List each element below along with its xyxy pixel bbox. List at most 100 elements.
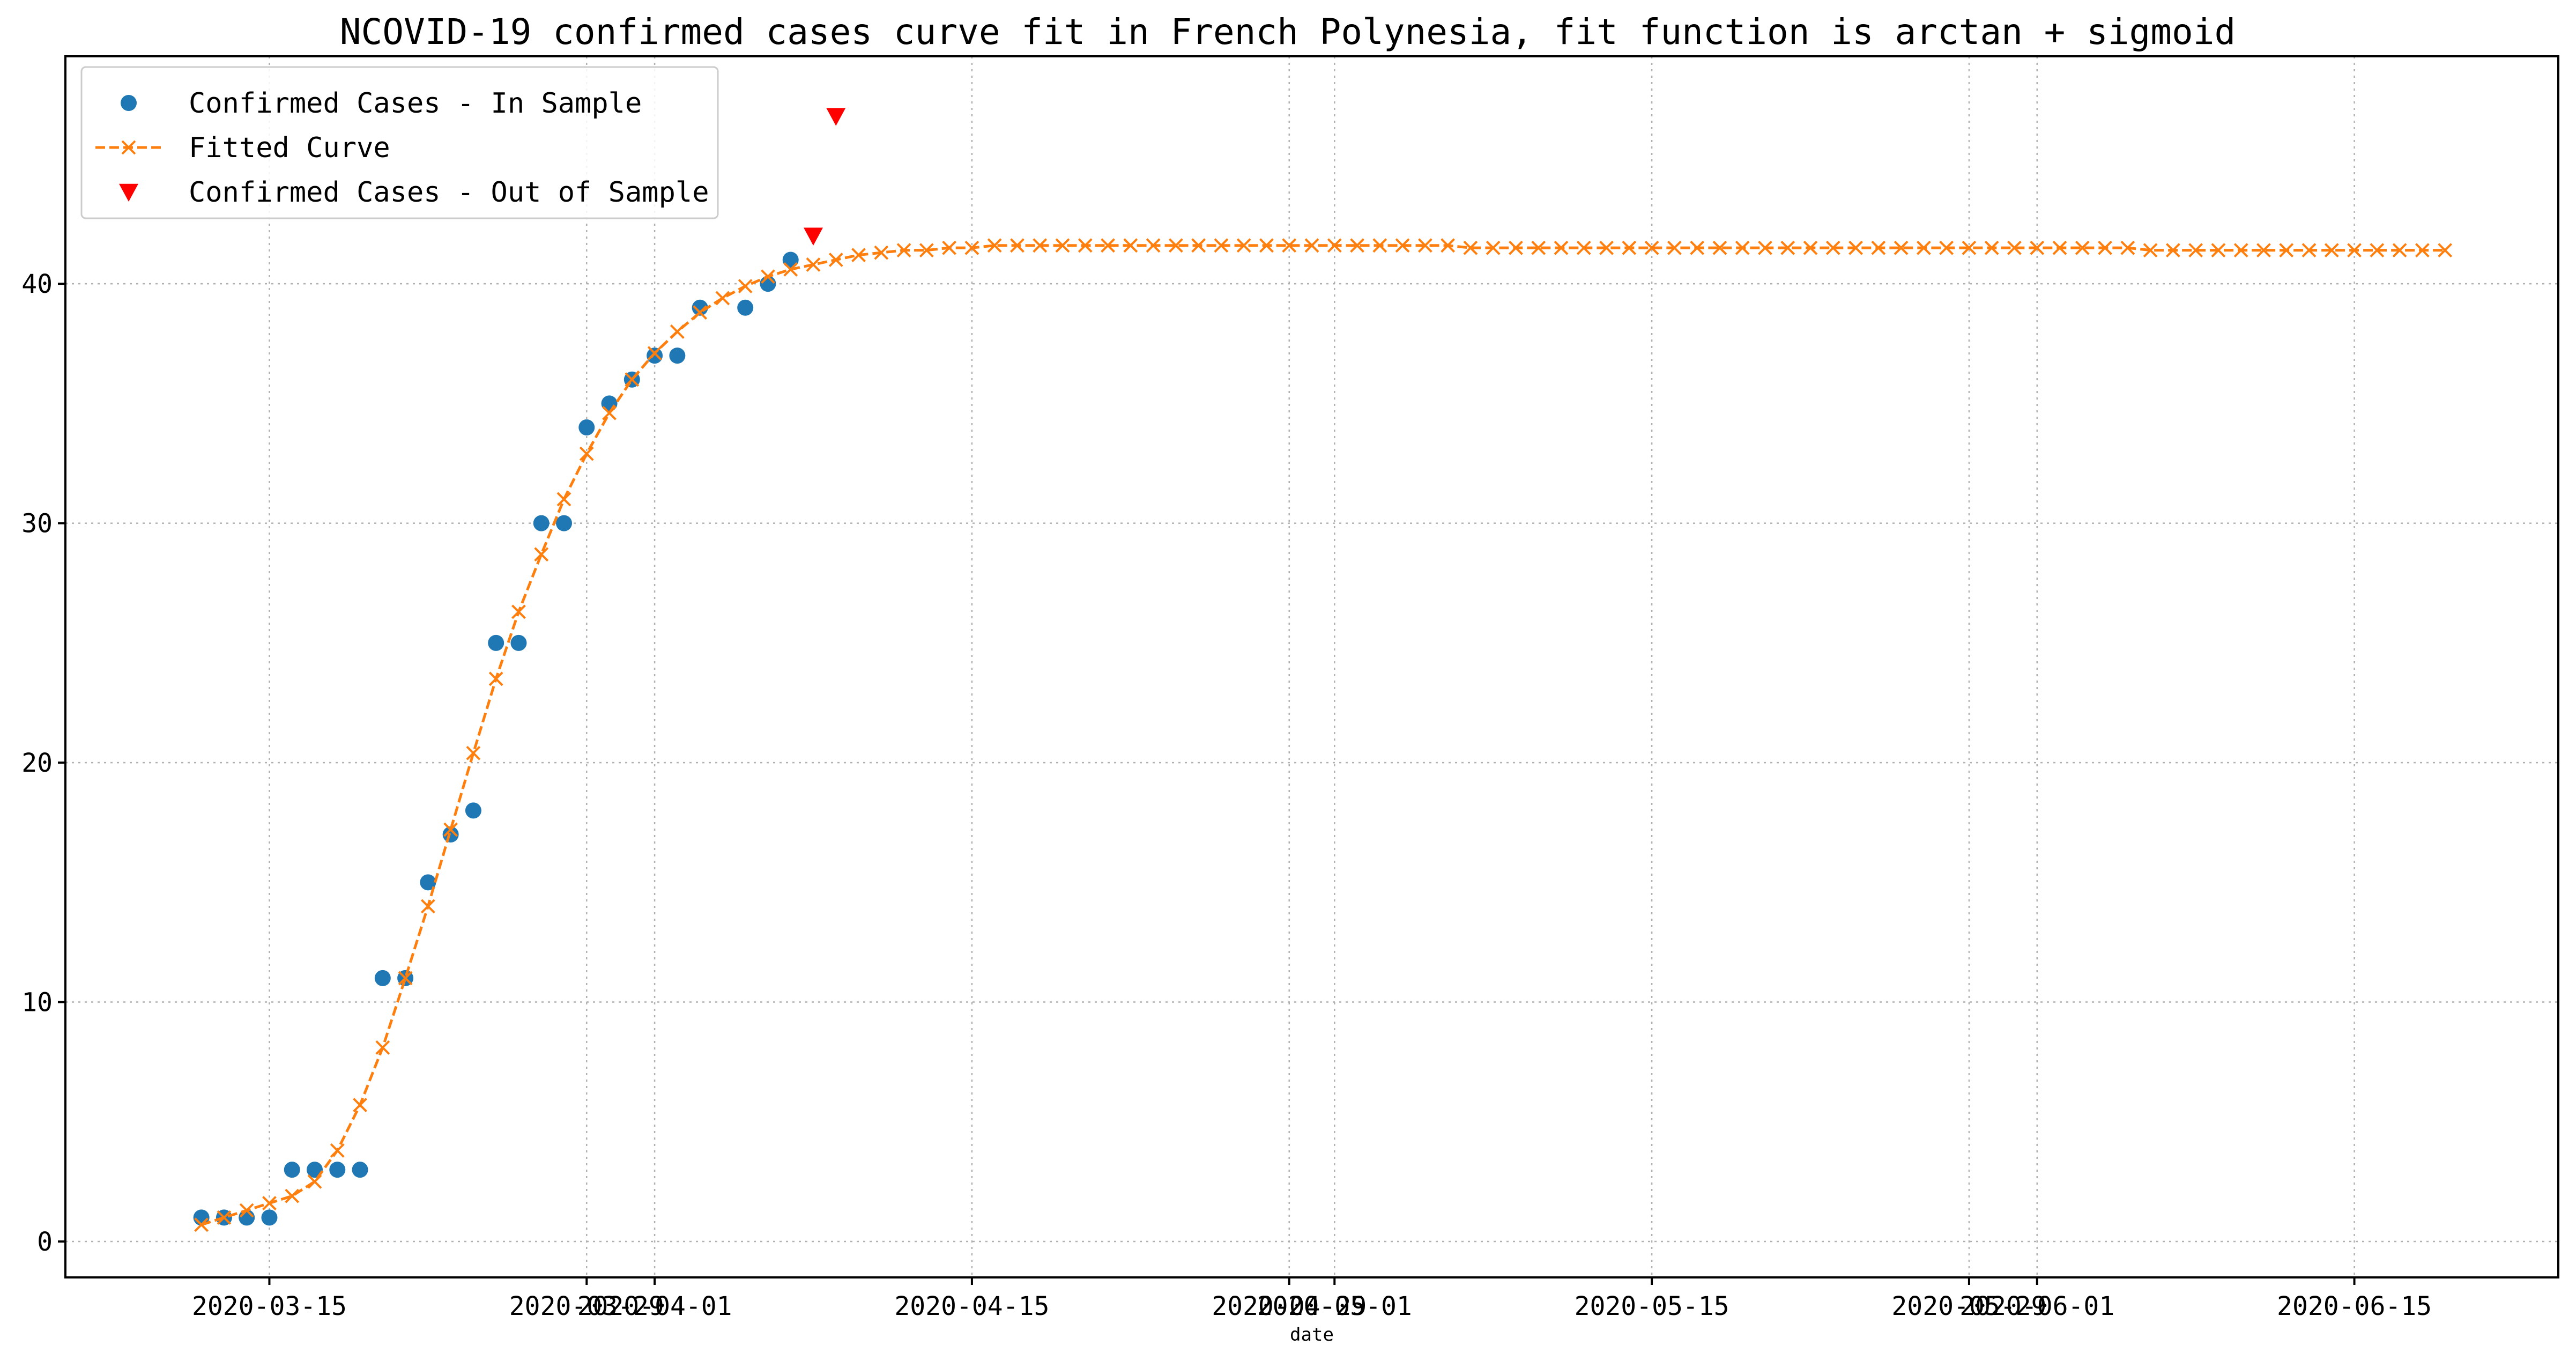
data-point: [1735, 240, 1750, 255]
data-point: [761, 269, 775, 284]
data-point: [1509, 240, 1523, 255]
data-point: [1712, 240, 1727, 255]
data-point: [261, 1209, 278, 1226]
data-point: [1191, 238, 1206, 253]
data-point: [1825, 240, 1840, 255]
data-point: [2007, 240, 2022, 255]
data-point: [533, 515, 550, 531]
data-point: [1554, 240, 1569, 255]
data-point: [804, 227, 823, 246]
data-point: [1259, 238, 1274, 253]
data-point: [602, 405, 617, 420]
data-point: [534, 547, 549, 562]
data-point: [1304, 238, 1319, 253]
data-point: [1667, 240, 1682, 255]
data-point: [239, 1209, 255, 1226]
data-point: [625, 372, 640, 387]
data-point: [737, 299, 754, 316]
data-point: [420, 899, 435, 914]
data-point: [1123, 238, 1138, 253]
data-point: [284, 1162, 300, 1178]
x-tick-label: 2020-05-15: [1575, 1291, 1729, 1321]
data-point: [782, 252, 799, 268]
data-point: [398, 971, 413, 986]
data-point: [556, 492, 571, 507]
y-tick-label: 10: [21, 988, 53, 1018]
data-point: [1803, 240, 1818, 255]
x-tick-label: 2020-04-15: [894, 1291, 1049, 1321]
data-point: [1849, 240, 1863, 255]
data-point: [826, 108, 846, 126]
data-point: [806, 257, 821, 272]
legend-marker: [121, 95, 137, 111]
data-point: [239, 1203, 254, 1218]
data-point: [715, 291, 730, 306]
data-point: [1780, 240, 1795, 255]
legend-label: Confirmed Cases - Out of Sample: [189, 176, 709, 209]
data-point: [828, 253, 843, 267]
data-point: [1282, 238, 1297, 253]
data-point: [2324, 243, 2339, 258]
data-point: [1531, 240, 1546, 255]
data-point: [1690, 240, 1705, 255]
data-point: [307, 1174, 322, 1189]
data-point: [760, 276, 776, 292]
x-tick-label: 2020-03-15: [192, 1291, 347, 1321]
data-point: [1146, 238, 1161, 253]
data-point: [2256, 243, 2271, 258]
x-tick-label: 2020-04-29: [1212, 1291, 1367, 1321]
data-point: [693, 305, 708, 320]
legend-label: Confirmed Cases - In Sample: [189, 87, 642, 120]
data-point: [194, 1217, 209, 1232]
data-point: [783, 262, 798, 277]
data-point: [1078, 238, 1093, 253]
data-point: [374, 970, 391, 986]
data-point: [1214, 238, 1229, 253]
data-point: [442, 826, 459, 843]
data-point: [1644, 240, 1659, 255]
data-point: [1599, 240, 1614, 255]
x-tick-label: 2020-06-01: [1959, 1291, 2114, 1321]
data-point: [285, 1188, 300, 1203]
data-point: [738, 279, 753, 294]
data-point: [1894, 240, 1909, 255]
data-point: [1168, 238, 1183, 253]
data-point: [1758, 240, 1772, 255]
data-point: [1372, 238, 1387, 253]
data-point: [647, 346, 662, 361]
data-point: [1055, 238, 1070, 253]
x-tick-label: 2020-03-29: [509, 1291, 664, 1321]
legend-box: [80, 66, 719, 219]
x-tick-label: 2020-05-01: [1257, 1291, 1412, 1321]
data-point: [1417, 238, 1432, 253]
data-point: [1463, 240, 1478, 255]
data-point: [2347, 243, 2362, 258]
data-point: [851, 248, 866, 262]
data-point: [2098, 240, 2112, 255]
data-point: [2302, 243, 2317, 258]
data-point: [307, 1162, 323, 1178]
data-point: [1916, 240, 1931, 255]
data-point: [510, 634, 527, 651]
data-point: [420, 874, 436, 891]
data-point: [896, 243, 911, 258]
data-point: [488, 671, 503, 686]
data-point: [2188, 243, 2203, 258]
data-point: [578, 419, 595, 436]
data-point: [2370, 243, 2385, 258]
data-point: [2392, 243, 2407, 258]
data-point: [1010, 238, 1025, 253]
data-point: [2143, 243, 2158, 258]
legend-label: Fitted Curve: [189, 132, 390, 164]
data-point: [670, 324, 685, 339]
data-point: [375, 1040, 390, 1055]
data-point: [1622, 240, 1637, 255]
data-point: [987, 238, 1002, 253]
data-point: [262, 1196, 277, 1211]
data-point: [669, 348, 686, 364]
data-point: [1327, 238, 1342, 253]
data-point: [1236, 238, 1251, 253]
data-point: [1101, 238, 1115, 253]
